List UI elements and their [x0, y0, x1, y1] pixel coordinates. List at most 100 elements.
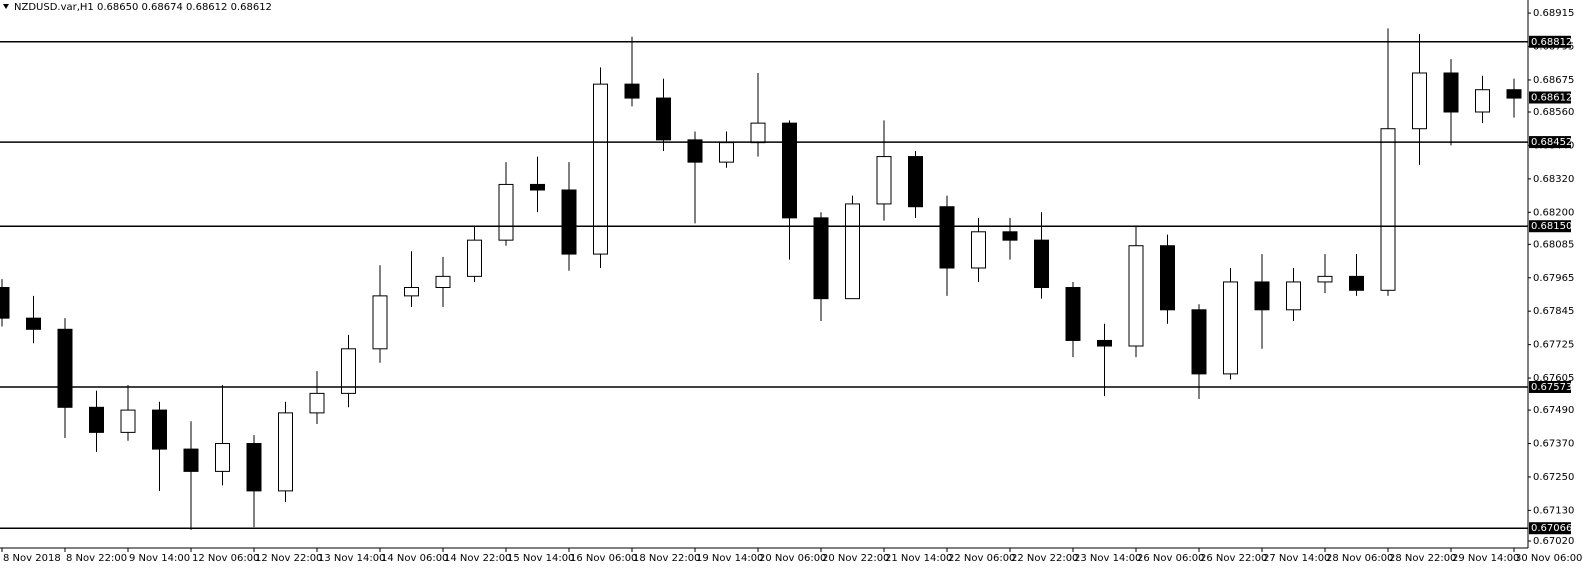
candle-body: [215, 443, 230, 472]
candle-body: [1002, 231, 1018, 241]
x-tick-label: 29 Nov 14:00: [1452, 553, 1519, 564]
candle-body: [813, 217, 829, 300]
candle-body: [1160, 245, 1175, 311]
candle-body: [120, 409, 136, 433]
candle-body: [1097, 339, 1112, 347]
x-tick-label: 12 Nov 22:00: [255, 553, 322, 564]
candle-body: [152, 409, 167, 450]
x-tick-label: 26 Nov 06:00: [1137, 553, 1204, 564]
x-tick-label: 28 Nov 06:00: [1326, 553, 1393, 564]
candle-body: [246, 443, 262, 492]
x-tick-label: 14 Nov 06:00: [381, 553, 448, 564]
candle-body: [1443, 72, 1459, 113]
candle-body: [876, 156, 892, 205]
y-tick-label: 0.68320: [1533, 174, 1574, 185]
level-label: 0.68812: [1531, 37, 1572, 48]
x-tick-label: 8 Nov 2018: [3, 553, 61, 564]
candle-body: [782, 122, 797, 219]
candle-body: [1506, 89, 1522, 99]
x-tick-label: 16 Nov 06:00: [570, 553, 637, 564]
x-tick-label: 22 Nov 06:00: [948, 553, 1015, 564]
level-tag: [1529, 380, 1571, 393]
y-tick-label: 0.68675: [1533, 75, 1574, 86]
x-tick-label: 19 Nov 14:00: [696, 553, 763, 564]
candle-body: [467, 239, 482, 277]
candle-body: [183, 448, 199, 472]
candle-body: [1380, 128, 1396, 291]
level-label: 0.68452: [1531, 137, 1572, 148]
candle-body: [309, 392, 325, 414]
y-tick-label: 0.68915: [1533, 8, 1574, 19]
candle-body: [89, 406, 104, 433]
y-tick-label: 0.67490: [1533, 405, 1574, 416]
x-tick-label: 9 Nov 14:00: [129, 553, 190, 564]
y-tick-label: 0.67845: [1533, 306, 1574, 317]
candle-body: [0, 287, 10, 319]
level-label: 0.67066: [1531, 523, 1572, 534]
candle-body: [561, 189, 577, 255]
candle-body: [341, 348, 356, 394]
y-tick-label: 0.67250: [1533, 472, 1574, 483]
candle-body: [404, 287, 419, 297]
candle-body: [593, 83, 608, 255]
x-tick-label: 14 Nov 22:00: [444, 553, 511, 564]
chart-title: NZDUSD.var,H1 0.68650 0.68674 0.68612 0.…: [14, 2, 272, 13]
candle-body: [1254, 281, 1270, 311]
candle-body: [435, 275, 451, 289]
x-tick-label: 8 Nov 22:00: [66, 553, 127, 564]
x-tick-label: 13 Nov 14:00: [318, 553, 385, 564]
candle-body: [624, 83, 640, 99]
candle-body: [1317, 275, 1333, 283]
level-tag: [1529, 35, 1571, 48]
candle-body: [1128, 245, 1144, 347]
level-tag: [1529, 522, 1571, 535]
candle-body: [750, 122, 766, 144]
x-tick-label: 28 Nov 22:00: [1389, 553, 1456, 564]
x-tick-label: 26 Nov 22:00: [1200, 553, 1267, 564]
candle-body: [1475, 89, 1490, 113]
x-tick-label: 15 Nov 14:00: [507, 553, 574, 564]
candle-body: [278, 412, 293, 492]
x-tick-label: 20 Nov 06:00: [759, 553, 826, 564]
candle-body: [1286, 281, 1301, 311]
candle-body: [1223, 281, 1238, 375]
x-tick-label: 18 Nov 22:00: [633, 553, 700, 564]
x-tick-label: 23 Nov 14:00: [1074, 553, 1141, 564]
candle-body: [57, 328, 73, 408]
candle-body: [687, 139, 703, 163]
candle-body: [845, 203, 860, 300]
x-tick-label: 20 Nov 22:00: [822, 553, 889, 564]
menu-arrow: [3, 4, 9, 9]
y-tick-label: 0.67130: [1533, 505, 1574, 516]
level-label: 0.67573: [1531, 382, 1572, 393]
candle-body: [26, 317, 41, 330]
candle-body: [908, 156, 923, 208]
y-tick-label: 0.67965: [1533, 273, 1574, 284]
x-tick-label: 22 Nov 22:00: [1011, 553, 1078, 564]
candle-body: [1349, 275, 1364, 291]
candle-body: [498, 183, 514, 241]
candle-body: [1191, 309, 1207, 375]
candle-body: [1065, 287, 1081, 341]
candle-body: [656, 97, 671, 141]
level-tag: [1529, 136, 1571, 149]
candle-body: [1412, 72, 1427, 130]
candle-body: [530, 183, 545, 191]
x-tick-label: 27 Nov 14:00: [1263, 553, 1330, 564]
y-tick-label: 0.67020: [1533, 536, 1574, 547]
level-label: 0.68150: [1531, 221, 1572, 232]
last-price-label: 0.68612: [1531, 93, 1572, 104]
y-tick-label: 0.68085: [1533, 239, 1574, 250]
y-tick-label: 0.68200: [1533, 207, 1574, 218]
y-tick-label: 0.68560: [1533, 107, 1574, 118]
last-price-tag: [1529, 91, 1571, 104]
candle-body: [939, 206, 955, 269]
y-tick-label: 0.67370: [1533, 439, 1574, 450]
level-tag: [1529, 220, 1571, 233]
candle-body: [372, 295, 388, 350]
y-tick-label: 0.67605: [1533, 373, 1574, 384]
candle-body: [1034, 239, 1049, 289]
candle-body: [719, 142, 734, 163]
x-tick-label: 21 Nov 14:00: [885, 553, 952, 564]
